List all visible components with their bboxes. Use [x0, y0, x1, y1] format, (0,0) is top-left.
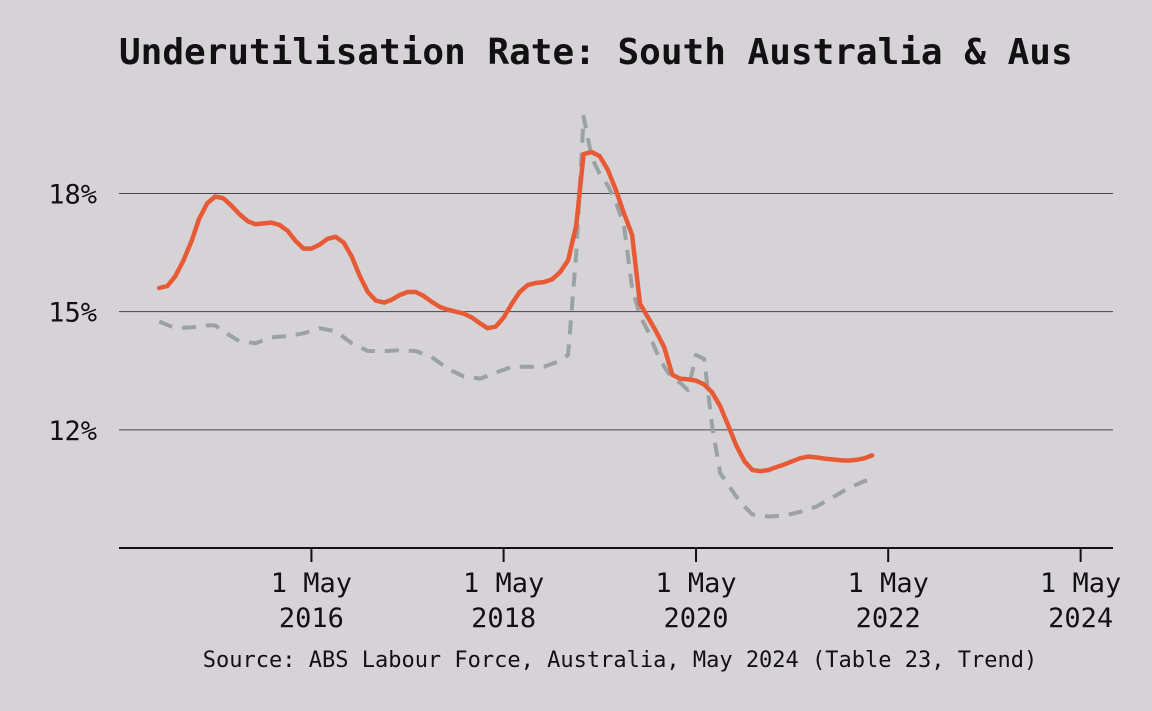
y-axis-ticks: 18% 15% 12% — [48, 179, 97, 446]
series-group — [157, 114, 875, 519]
source-note: Source: ABS Labour Force, Australia, May… — [203, 648, 1037, 673]
x-tick-label: 1 May — [271, 568, 352, 599]
gridlines — [119, 192, 1113, 431]
x-tick-label: 1 May — [655, 568, 736, 599]
series-line-solid — [157, 149, 875, 474]
y-tick-label: 12% — [48, 416, 97, 447]
series-line-dashed — [158, 114, 873, 519]
chart-title: Underutilisation Rate: South Australia &… — [119, 32, 1073, 73]
x-tick-label: 1 May — [848, 568, 929, 599]
x-tick-label: 2024 — [1048, 603, 1113, 634]
x-tick-label: 2018 — [471, 603, 536, 634]
y-tick-label: 15% — [48, 298, 97, 329]
x-tick-label: 1 May — [1040, 568, 1121, 599]
x-tick-label: 2016 — [279, 603, 344, 634]
x-axis-ticks: 1 May 2016 1 May 2018 1 May 2020 1 May 2022 1 Ma… — [271, 548, 1121, 634]
x-tick-label: 1 May — [463, 568, 544, 599]
x-tick-label: 2022 — [856, 603, 921, 634]
x-tick-label: 2020 — [664, 603, 729, 634]
y-tick-label: 18% — [48, 179, 97, 210]
